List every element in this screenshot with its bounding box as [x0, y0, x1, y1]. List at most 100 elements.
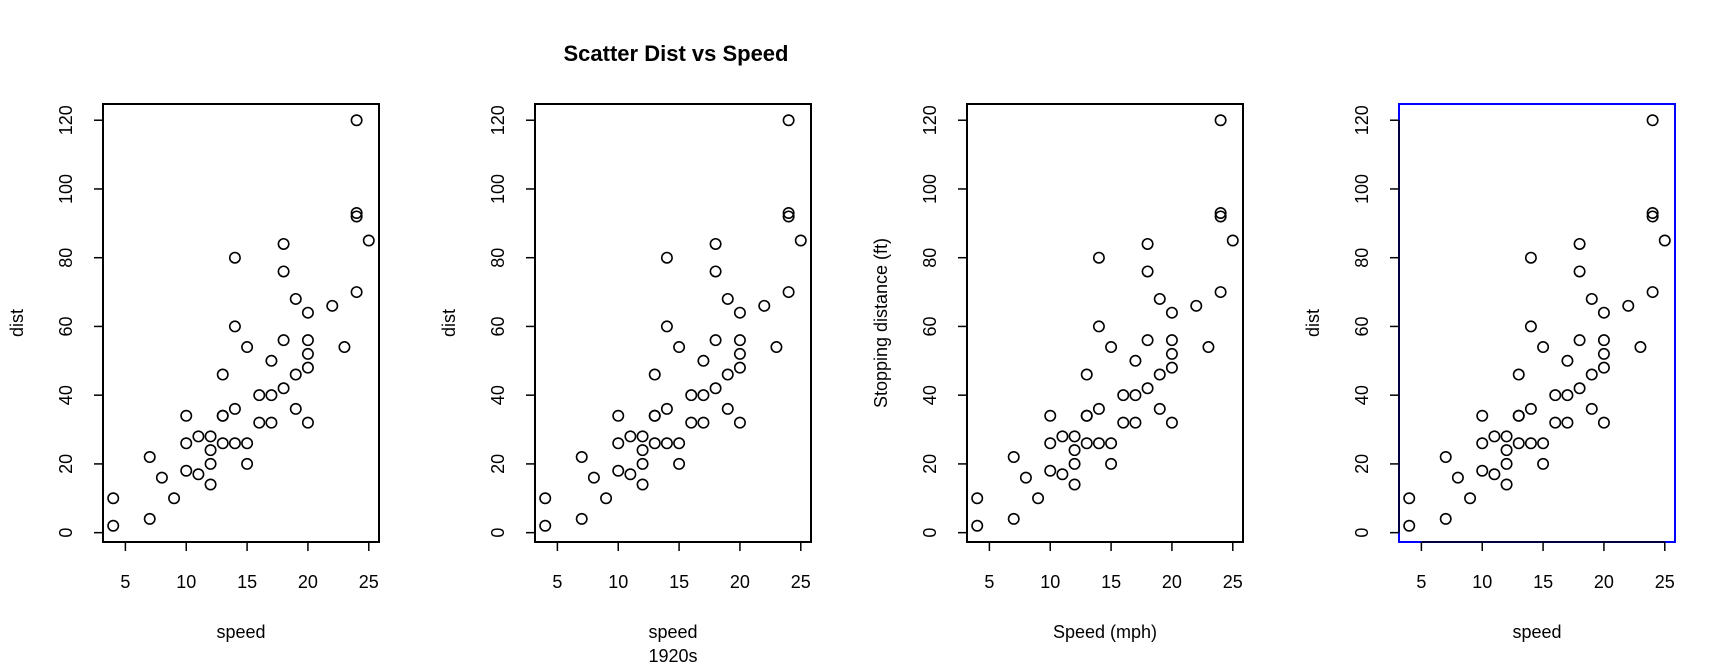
data-point [241, 341, 254, 354]
data-point [1488, 430, 1501, 443]
data-point [721, 368, 734, 381]
y-tick-label: 80 [488, 248, 508, 268]
x-tick-label: 15 [669, 572, 689, 592]
data-point [1561, 416, 1574, 429]
data-point [1105, 341, 1118, 354]
data-point [107, 492, 120, 505]
data-point [782, 114, 795, 127]
data-point [1153, 402, 1166, 415]
data-point [575, 512, 588, 525]
data-point [228, 251, 241, 264]
data-point [697, 354, 710, 367]
figure-title: Scatter Dist vs Speed [564, 41, 789, 66]
x-axis-subtitle: 1920s [648, 646, 697, 666]
data-point [1537, 437, 1550, 450]
data-point [350, 210, 363, 223]
data-point [1226, 234, 1239, 247]
data-point [673, 341, 686, 354]
data-point [1044, 409, 1057, 422]
x-tick-label: 5 [552, 572, 562, 592]
data-point [180, 464, 193, 477]
data-point [326, 299, 339, 312]
data-point [1044, 437, 1057, 450]
data-point [612, 437, 625, 450]
y-tick-label: 0 [1352, 528, 1372, 538]
data-point [1561, 389, 1574, 402]
x-tick-label: 5 [984, 572, 994, 592]
data-point [1214, 286, 1227, 299]
data-point [1153, 292, 1166, 305]
data-point [1585, 402, 1598, 415]
y-tick-label: 60 [488, 316, 508, 336]
data-point [1524, 437, 1537, 450]
data-point [1032, 492, 1045, 505]
data-point [733, 347, 746, 360]
data-point [1080, 368, 1093, 381]
data-point [216, 437, 229, 450]
y-tick-label: 100 [56, 174, 76, 204]
data-point [1092, 251, 1105, 264]
y-tick-label: 120 [1352, 105, 1372, 135]
data-point [733, 361, 746, 374]
data-point [228, 437, 241, 450]
data-point [204, 444, 217, 457]
y-tick-label: 100 [920, 174, 940, 204]
data-point [709, 265, 722, 278]
data-point [1403, 519, 1416, 532]
x-tick-label: 15 [237, 572, 257, 592]
data-point [204, 430, 217, 443]
x-tick-label: 20 [730, 572, 750, 592]
x-tick-label: 15 [1101, 572, 1121, 592]
y-tick-label: 20 [920, 454, 940, 474]
y-axis-label: dist [439, 309, 459, 337]
data-point [180, 409, 193, 422]
data-point [1549, 416, 1562, 429]
data-point [1202, 341, 1215, 354]
data-point [241, 437, 254, 450]
data-point [204, 478, 217, 491]
data-point [1464, 492, 1477, 505]
x-axis-label: speed [216, 622, 265, 642]
data-point [1646, 207, 1659, 220]
data-point [241, 457, 254, 470]
data-point [1622, 299, 1635, 312]
data-point [721, 292, 734, 305]
data-point [660, 320, 673, 333]
data-point [794, 234, 807, 247]
data-point [1068, 457, 1081, 470]
data-point [228, 320, 241, 333]
data-point [612, 409, 625, 422]
data-point [1561, 354, 1574, 367]
data-point [1439, 512, 1452, 525]
data-point [660, 251, 673, 264]
data-point [1068, 444, 1081, 457]
data-point [1524, 402, 1537, 415]
y-tick-label: 40 [1352, 385, 1372, 405]
plot-frame-4 [1398, 103, 1676, 543]
data-point [1019, 471, 1032, 484]
data-point [1512, 437, 1525, 450]
y-axis-label: dist [7, 309, 27, 337]
data-point [1597, 361, 1610, 374]
data-point [301, 361, 314, 374]
data-point [107, 519, 120, 532]
x-tick-label: 25 [1655, 572, 1675, 592]
data-point [1165, 347, 1178, 360]
data-point [648, 409, 661, 422]
data-point [1646, 286, 1659, 299]
data-point [1512, 368, 1525, 381]
data-point [1597, 306, 1610, 319]
y-tick-label: 60 [56, 316, 76, 336]
y-tick-label: 100 [488, 174, 508, 204]
data-point [216, 368, 229, 381]
data-point [1597, 416, 1610, 429]
data-point [636, 444, 649, 457]
data-point [1646, 114, 1659, 127]
data-point [277, 334, 290, 347]
data-point [1549, 389, 1562, 402]
x-tick-label: 20 [1594, 572, 1614, 592]
data-point [1141, 334, 1154, 347]
data-point [685, 416, 698, 429]
data-point [636, 430, 649, 443]
data-point [1573, 382, 1586, 395]
